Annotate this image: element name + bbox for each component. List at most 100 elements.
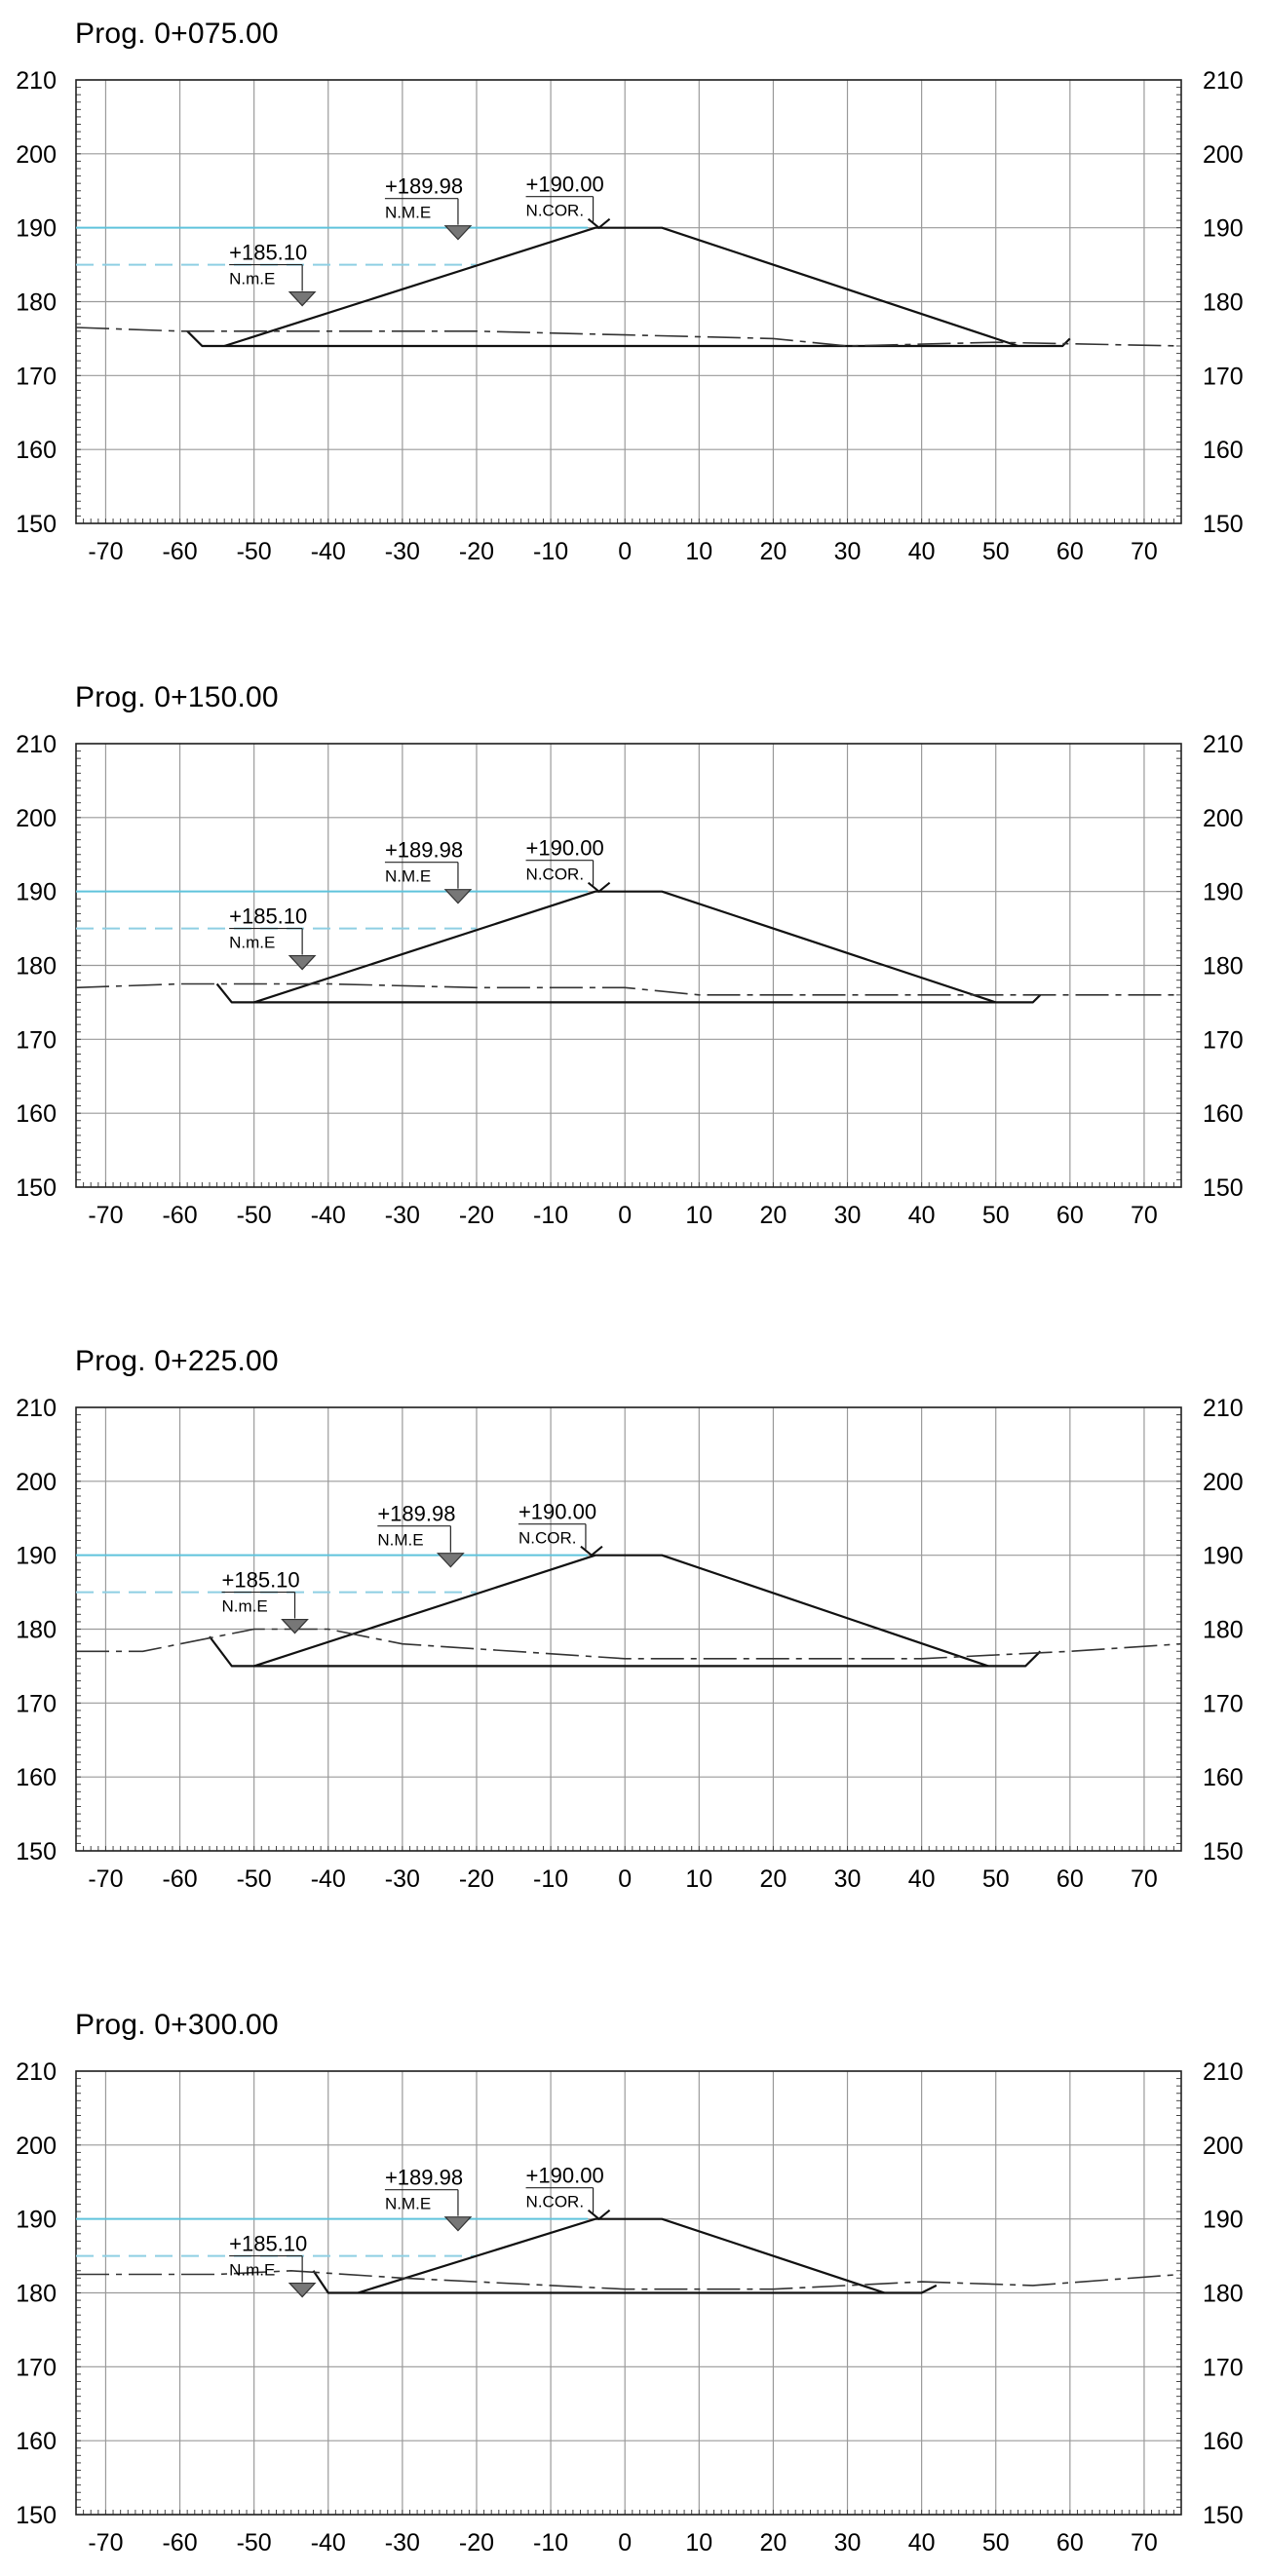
grid <box>76 743 1181 1188</box>
section-title: Prog. 0+075.00 <box>75 18 279 50</box>
x-tick-label: -60 <box>162 1865 197 1893</box>
x-tick-label: 0 <box>618 538 632 565</box>
water-level-tag: N.M.E <box>385 867 431 886</box>
water-level-tag: N.m.E <box>229 934 275 952</box>
water-level-elevation: +189.98 <box>385 838 463 863</box>
x-tick-label: -30 <box>385 538 420 565</box>
x-tick-label: 10 <box>685 1865 712 1893</box>
water-level-elevation: +189.98 <box>385 174 463 199</box>
water-level-marker: +189.98 N.M.E <box>384 2166 473 2232</box>
x-tick-label: -10 <box>533 1202 568 1229</box>
water-level-triangle-icon <box>443 225 473 241</box>
x-tick-label: 60 <box>1056 1202 1084 1229</box>
y-tick-label-left: 200 <box>16 805 57 832</box>
water-level-marker: +185.10 N.m.E <box>229 2232 317 2298</box>
x-tick-label: 30 <box>834 2529 862 2557</box>
y-tick-label-right: 170 <box>1203 1026 1244 1054</box>
minor-ticks <box>75 1406 1182 1852</box>
y-tick-label-left: 190 <box>16 1543 57 1570</box>
water-level-triangle-icon <box>281 1618 309 1634</box>
y-tick-label-left: 170 <box>16 1690 57 1717</box>
section-title: Prog. 0+225.00 <box>75 1345 279 1377</box>
y-tick-label-right: 180 <box>1203 1617 1244 1644</box>
y-tick-label-left: 190 <box>16 2207 57 2234</box>
y-tick-label-left: 150 <box>16 1174 57 1202</box>
y-tick-label-right: 180 <box>1203 2281 1244 2308</box>
x-tick-label: -70 <box>88 2529 123 2557</box>
y-tick-label-left: 150 <box>16 511 57 538</box>
section-title: Prog. 0+150.00 <box>75 681 279 713</box>
x-tick-label: -30 <box>385 1202 420 1229</box>
y-tick-label-right: 160 <box>1203 1100 1244 1128</box>
water-level-triangle-icon <box>288 2282 317 2298</box>
crown-marker: +190.00 N.COR. <box>518 1500 603 1557</box>
x-tick-label: 60 <box>1056 2529 1084 2557</box>
minor-ticks <box>75 79 1182 524</box>
x-tick-label: -40 <box>311 1865 346 1893</box>
y-tick-label-left: 210 <box>16 731 57 758</box>
x-tick-label: 30 <box>834 1202 862 1229</box>
crown-tag: N.COR. <box>518 1529 577 1548</box>
y-tick-label-right: 150 <box>1203 511 1244 538</box>
y-tick-label-right: 210 <box>1203 731 1244 758</box>
x-tick-label: 70 <box>1131 1202 1158 1229</box>
water-level-elevation: +185.10 <box>229 2232 307 2256</box>
crown-chevron-icon <box>587 2209 611 2220</box>
cross-section-plot: -70 -60 -50 -40 -30 -20 -10 0 10 20 30 40 50 60 70 150 1… <box>16 2058 1244 2557</box>
y-tick-label-right: 210 <box>1203 2058 1244 2086</box>
y-tick-label-right: 170 <box>1203 363 1244 390</box>
x-tick-label: -50 <box>237 1202 272 1229</box>
y-tick-label-right: 170 <box>1203 2354 1244 2381</box>
y-tick-label-left: 170 <box>16 363 57 390</box>
crown-elevation: +190.00 <box>526 836 604 861</box>
y-tick-label-right: 180 <box>1203 953 1244 980</box>
y-tick-label-right: 200 <box>1203 2133 1244 2160</box>
x-tick-label: -40 <box>311 1202 346 1229</box>
crown-elevation: +190.00 <box>526 173 604 197</box>
excavation-line <box>312 2270 938 2294</box>
x-tick-label: 20 <box>760 538 787 565</box>
y-tick-label-right: 190 <box>1203 215 1244 243</box>
x-tick-label: 10 <box>685 1202 712 1229</box>
y-tick-label-right: 180 <box>1203 289 1244 317</box>
water-level-tag: N.M.E <box>385 2195 431 2213</box>
y-tick-label-right: 210 <box>1203 67 1244 95</box>
y-tick-label-left: 180 <box>16 953 57 980</box>
x-tick-label: -50 <box>237 1865 272 1893</box>
water-level-marker: +185.10 N.m.E <box>221 1568 309 1634</box>
cross-section-0: Prog. 0+075.00 -70 -60 -50 -40 -30 -20 -10 0 10 2… <box>0 0 1267 585</box>
y-tick-label-left: 150 <box>16 1838 57 1865</box>
x-tick-label: -50 <box>237 2529 272 2557</box>
y-tick-label-left: 200 <box>16 141 57 169</box>
x-tick-label: 60 <box>1056 1865 1084 1893</box>
excavation-line <box>186 330 1071 348</box>
x-tick-label: 10 <box>685 2529 712 2557</box>
y-tick-label-left: 160 <box>16 437 57 464</box>
y-tick-label-left: 160 <box>16 1764 57 1791</box>
water-level-tag: N.m.E <box>229 2261 275 2280</box>
y-tick-label-left: 180 <box>16 1617 57 1644</box>
terrain-line <box>75 327 1182 347</box>
water-level-triangle-icon <box>288 954 317 971</box>
plot-frame <box>75 79 1182 524</box>
crown-tag: N.COR. <box>526 865 585 884</box>
x-tick-label: 40 <box>908 1865 936 1893</box>
minor-ticks <box>75 2070 1182 2516</box>
y-tick-label-left: 210 <box>16 1395 57 1422</box>
x-tick-label: 0 <box>618 1865 632 1893</box>
x-tick-label: 20 <box>760 1865 787 1893</box>
crown-elevation: +190.00 <box>526 2164 604 2188</box>
x-tick-label: -20 <box>459 2529 494 2557</box>
water-level-elevation: +185.10 <box>222 1568 300 1593</box>
y-tick-label-right: 150 <box>1203 2502 1244 2529</box>
x-tick-label: -20 <box>459 538 494 565</box>
cross-section-plot: -70 -60 -50 -40 -30 -20 -10 0 10 20 30 40 50 60 70 150 1… <box>16 731 1244 1229</box>
grid <box>76 1406 1181 1852</box>
crown-tag: N.COR. <box>526 2193 585 2211</box>
x-tick-label: 0 <box>618 1202 632 1229</box>
y-tick-label-right: 190 <box>1203 1543 1244 1570</box>
water-level-tag: N.M.E <box>377 1531 423 1550</box>
x-tick-label: 70 <box>1131 1865 1158 1893</box>
x-tick-label: 70 <box>1131 538 1158 565</box>
y-tick-label-right: 160 <box>1203 437 1244 464</box>
